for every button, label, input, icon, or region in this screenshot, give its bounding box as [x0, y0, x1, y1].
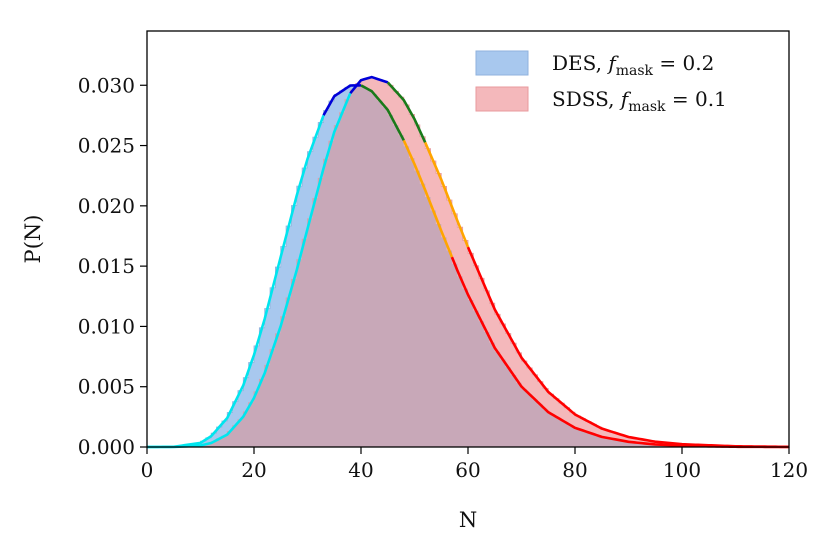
y-tick-label: 0.020	[78, 194, 135, 218]
curve-segment-sdss-9	[466, 246, 790, 449]
x-tick-label: 120	[770, 458, 808, 482]
curve-segment-sdss-8	[424, 141, 470, 248]
y-tick-label: 0.010	[78, 314, 135, 338]
legend-swatch-sdss	[475, 86, 529, 112]
y-tick-label: 0.005	[78, 375, 135, 399]
x-tick-label: 100	[663, 458, 701, 482]
x-tick-label: 0	[141, 458, 154, 482]
x-tick-label: 20	[241, 458, 266, 482]
y-axis: 0.000 0.005 0.010 0.015 0.020 0.025 0.030	[78, 73, 147, 459]
plot-area	[146, 77, 790, 448]
curve-segment-sdss-7	[386, 81, 427, 143]
histogram-overlap	[147, 85, 789, 447]
x-axis-label: N	[459, 508, 477, 532]
y-axis-label: P(N)	[21, 215, 45, 264]
y-tick-label: 0.015	[78, 254, 135, 278]
y-tick-label: 0.025	[78, 134, 135, 158]
curve-segment-des-1	[322, 84, 362, 116]
y-tick-label: 0.000	[78, 435, 135, 459]
x-tick-label: 80	[562, 458, 587, 482]
legend: DES, fmask = 0.2 SDSS, fmask = 0.1	[475, 50, 727, 115]
y-tick-label: 0.030	[78, 73, 135, 97]
curve-segment-des-3	[402, 139, 454, 258]
x-axis: 0 20 40 60 80 100 120	[141, 447, 808, 482]
curve-segment-des-2	[360, 84, 405, 141]
x-tick-label: 60	[455, 458, 480, 482]
legend-swatch-des	[475, 50, 529, 76]
legend-label-des: DES, fmask = 0.2	[552, 51, 714, 79]
curve-segment-sdss-6	[349, 75, 389, 95]
x-tick-label: 40	[348, 458, 373, 482]
legend-label-sdss: SDSS, fmask = 0.1	[552, 87, 727, 115]
